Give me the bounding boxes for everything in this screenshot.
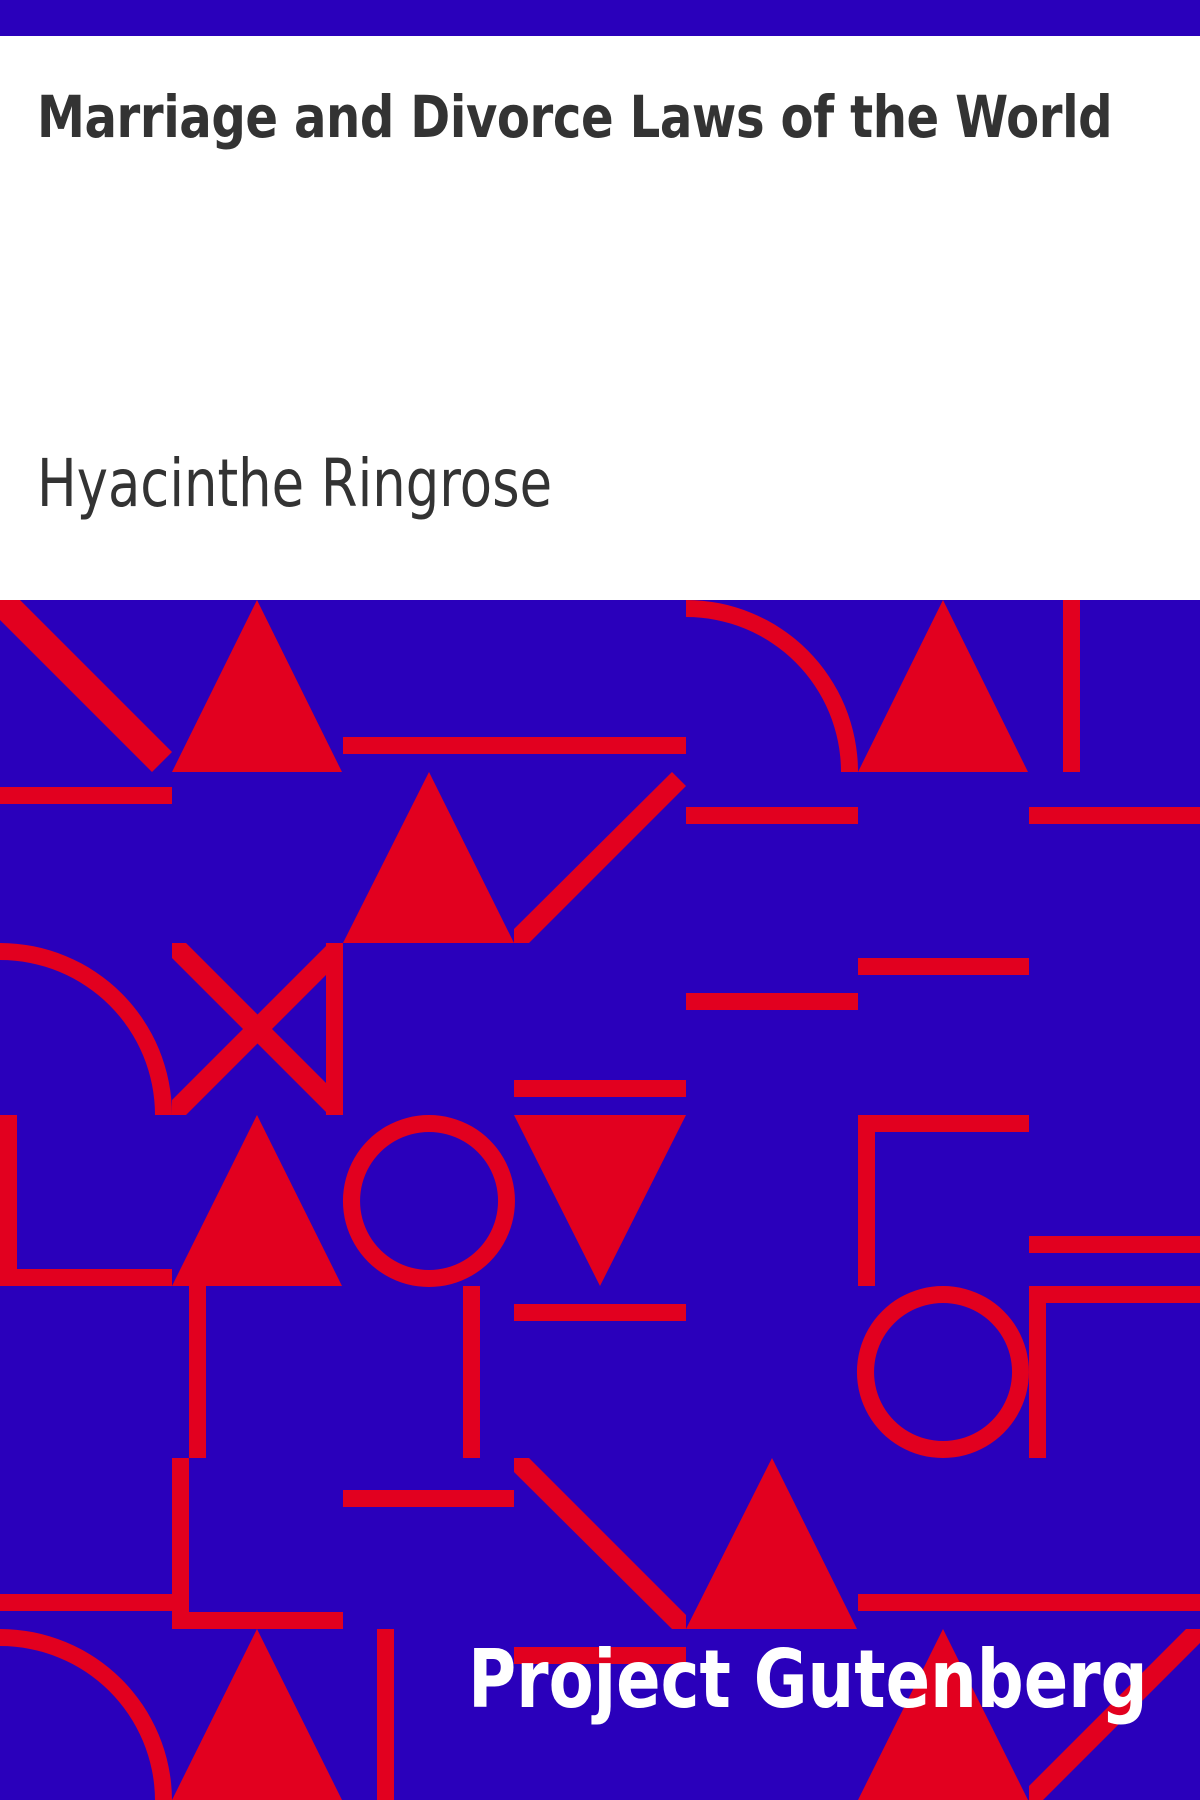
triangle-shape [172,1629,342,1800]
bar-shape [343,1490,514,1507]
bar-shape [1029,1286,1046,1458]
bar-shape [858,1594,1200,1611]
bar-shape [172,1458,189,1629]
book-author: Hyacinthe Ringrose [37,445,553,522]
bar-shape [189,1286,206,1458]
top-color-bar [0,0,1200,36]
bar-shape [172,1612,343,1629]
title-panel [0,36,1200,600]
triangle-shape [172,1115,342,1286]
cover-pattern [0,600,1200,1800]
bar-shape [1029,807,1200,824]
bar-shape [463,1286,480,1458]
bar-shape [343,737,686,754]
book-title: Marriage and Divorce Laws of the World [37,83,1113,151]
ring-shape [856,1286,1029,1458]
bar-shape [686,993,858,1010]
diagonal-bar-shape [0,600,172,772]
bar-shape [377,1629,394,1800]
publisher-name: Project Gutenberg [468,1633,1148,1726]
bar-shape [858,1115,875,1286]
diagonal-bar-shape [514,772,686,943]
bar-shape [686,807,858,824]
diagonal-bar-shape [172,943,343,1115]
bar-shape [0,1594,172,1611]
bar-shape [0,1115,17,1286]
triangle-shape [858,1629,1028,1800]
bar-shape [0,1269,172,1286]
triangle-shape [858,600,1028,772]
bar-shape [1063,600,1080,772]
triangle-shape [343,772,514,943]
arc-shape [686,600,858,772]
bar-shape [0,787,172,804]
bar-shape [1029,1236,1200,1253]
bar-shape [514,1304,686,1321]
bar-shape [514,1080,686,1097]
bar-shape [1029,1286,1200,1303]
ring-shape [342,1115,515,1287]
bar-shape [514,1647,686,1664]
triangle-shape [686,1458,857,1629]
arc-shape [0,943,172,1115]
bar-shape [858,958,1029,975]
bar-shape [858,1115,1029,1132]
geometric-pattern-icon [0,600,1200,1800]
triangle-shape [172,600,342,772]
diagonal-bar-shape [1029,1629,1200,1800]
diagonal-bar-shape [514,1458,686,1629]
bar-shape [326,943,343,1115]
arc-shape [0,1629,172,1800]
triangle-shape [514,1115,686,1286]
